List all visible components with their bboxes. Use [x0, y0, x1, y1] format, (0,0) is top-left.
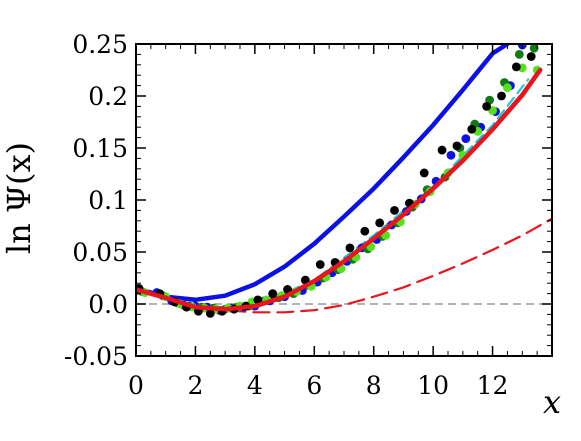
data-point [268, 289, 278, 298]
data-point [419, 168, 429, 178]
x-tick-label: 8 [366, 371, 382, 400]
data-point [482, 102, 492, 111]
y-tick-label: 0.2 [88, 82, 128, 111]
axis-ticks: 0 2 4 6 8 10 12 -0.05 0.0 0.05 0.1 0.15 0.2 0.25 [64, 30, 552, 400]
data-point [503, 83, 512, 93]
data-point [467, 124, 477, 134]
data-point [526, 52, 536, 61]
series-line-0 [136, 44, 510, 303]
data-point [452, 141, 462, 151]
data-point [205, 308, 215, 318]
plot-area [135, 43, 553, 357]
y-tick-label: 0.1 [88, 186, 128, 215]
data-point [511, 62, 521, 72]
data-point [446, 150, 456, 160]
data-layer [136, 44, 552, 318]
x-tick-label: 2 [187, 371, 203, 400]
y-axis-label: ln Ψ(x) [0, 142, 38, 254]
data-point [360, 226, 370, 236]
data-point [514, 50, 524, 59]
data-point [437, 145, 447, 155]
x-tick-label: 0 [128, 371, 144, 400]
y-tick-label: 0.05 [72, 238, 128, 267]
x-tick-label: 12 [477, 371, 509, 400]
x-tick-label: 6 [306, 371, 322, 400]
data-point [345, 243, 355, 253]
x-tick-label: 10 [417, 371, 449, 400]
y-tick-label: 0.0 [88, 290, 128, 319]
data-point [529, 44, 539, 53]
y-tick-label: -0.05 [64, 342, 128, 371]
data-point [497, 91, 506, 101]
y-tick-label: 0.25 [72, 30, 128, 59]
series-line-red-overlay [136, 67, 543, 312]
x-tick-label: 4 [247, 371, 263, 400]
y-tick-label: 0.15 [72, 134, 128, 163]
x-axis-label: x [543, 383, 561, 421]
data-point [375, 218, 385, 228]
data-point [461, 134, 471, 144]
data-point [315, 260, 325, 269]
data-point [390, 206, 399, 215]
data-point [253, 295, 263, 305]
